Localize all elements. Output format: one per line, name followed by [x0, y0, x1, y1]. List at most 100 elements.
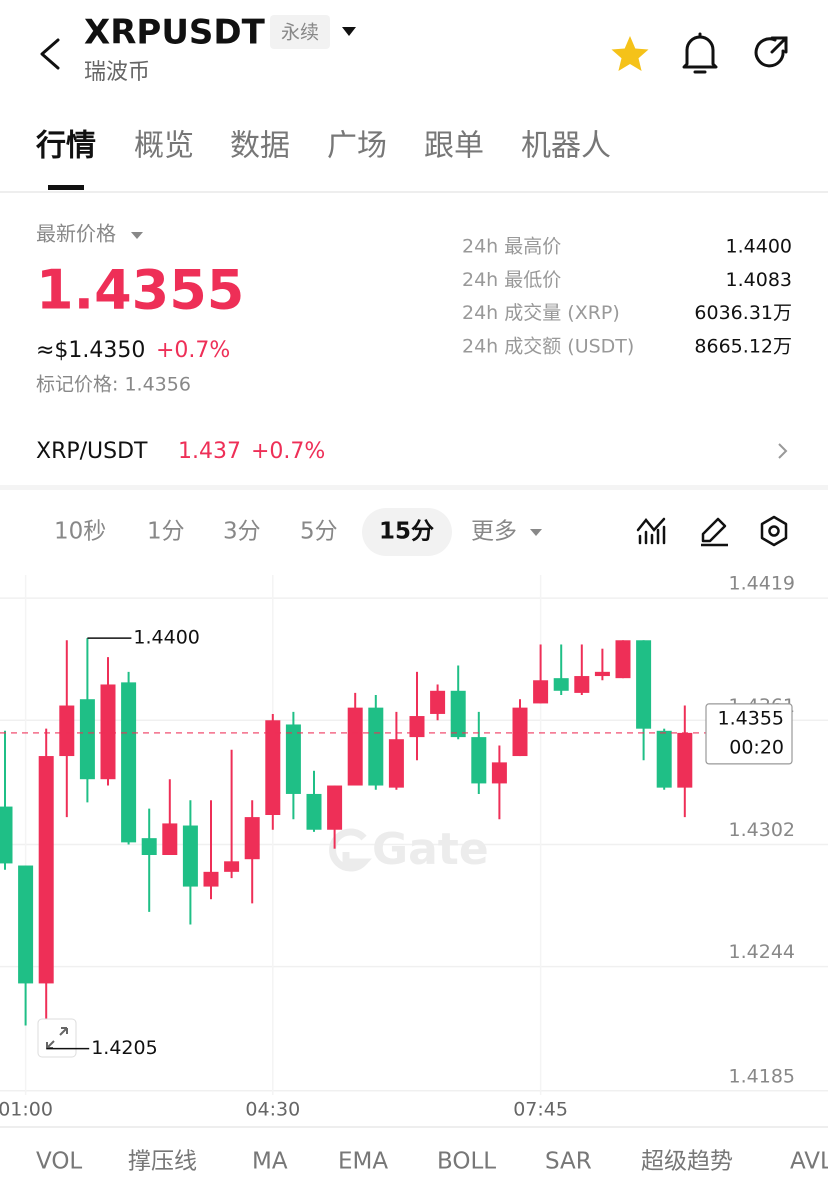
candle-body [368, 707, 384, 786]
y-tick-label: 1.4302 [729, 819, 795, 841]
y-tick-label: 1.4185 [729, 1065, 795, 1087]
candle-body [574, 676, 590, 693]
candle-body [430, 690, 446, 714]
tab[interactable]: 跟单 [424, 129, 484, 164]
favorite-star[interactable] [611, 36, 649, 71]
candle-body [656, 730, 672, 788]
tab[interactable]: 行情 [35, 129, 96, 164]
indicator-tab[interactable]: AVL [790, 1149, 828, 1175]
stat-value: 8665.12万 [694, 335, 792, 357]
candle-body [285, 724, 301, 794]
plot-area: Gate [0, 575, 828, 1095]
candle-body [553, 678, 569, 691]
candle-body [162, 823, 178, 855]
contract-badge: 永续 [281, 22, 319, 44]
candle-body [306, 793, 322, 830]
high-annotation: 1.4400 [133, 627, 199, 649]
interval[interactable]: 3分 [223, 519, 261, 545]
candle-body [327, 785, 343, 830]
candle-body [59, 705, 75, 757]
candle-body [636, 640, 652, 729]
candle-body [491, 762, 507, 784]
stat-label: 24h 最低价 [462, 269, 561, 291]
spot-price: 1.437 [178, 439, 241, 464]
candle-body [677, 732, 693, 788]
mark-price: 标记价格: 1.4356 [36, 374, 191, 396]
indicator-tab[interactable]: EMA [338, 1149, 388, 1175]
pair-subtitle: 瑞波币 [84, 60, 150, 85]
candle-body [388, 739, 404, 788]
tab[interactable]: 机器人 [521, 129, 611, 164]
y-tick-label: 1.4419 [729, 573, 795, 595]
candle-body [0, 806, 13, 864]
candle-body [18, 865, 34, 984]
stat-label: 24h 最高价 [462, 236, 561, 258]
tab[interactable]: 概览 [134, 129, 194, 164]
candle-body [38, 756, 54, 984]
low-annotation: 1.4205 [91, 1037, 157, 1059]
pair-dropdown[interactable] [342, 27, 356, 36]
price-label: 最新价格 [36, 222, 116, 246]
candle-body [100, 684, 116, 780]
spot-change: +0.7% [251, 439, 325, 464]
share-button[interactable] [754, 36, 788, 68]
candle-body [347, 707, 363, 786]
watermark-logo [329, 828, 372, 872]
x-tick-label: 07:45 [513, 1099, 568, 1121]
indicator-tab[interactable]: 超级趋势 [641, 1149, 733, 1175]
stat-label: 24h 成交额 (USDT) [462, 335, 634, 357]
interval[interactable]: 10秒 [54, 519, 106, 545]
indicator-tab[interactable]: VOL [36, 1149, 82, 1175]
candle-body [203, 871, 219, 887]
candle-body [224, 861, 240, 872]
stat-value: 1.4400 [726, 236, 792, 258]
settings-icon[interactable] [760, 515, 788, 547]
tab[interactable]: 数据 [230, 129, 290, 164]
price-change: +0.7% [156, 338, 230, 363]
y-tick-label: 1.4244 [729, 941, 795, 963]
indicator-tab[interactable]: SAR [545, 1149, 592, 1175]
back-button[interactable] [40, 38, 60, 70]
pair-title: XRPUSDT [84, 13, 266, 53]
price-tag: 1.4355 [718, 707, 784, 729]
candle-body [265, 720, 281, 815]
stat-value: 1.4083 [726, 269, 792, 291]
price-tag-box [705, 703, 793, 765]
interval[interactable]: 更多 [471, 519, 517, 545]
expand-button[interactable] [37, 1018, 77, 1058]
candle-body [141, 838, 157, 855]
candle-body [450, 690, 466, 738]
countdown: 00:20 [729, 736, 784, 758]
alert-bell[interactable] [682, 32, 718, 74]
candle-body [615, 640, 631, 679]
candle-body [182, 825, 198, 887]
interval[interactable]: 15分 [379, 519, 434, 545]
tab[interactable]: 广场 [327, 129, 387, 164]
price-dropdown[interactable] [131, 232, 143, 239]
indicator-icon[interactable] [636, 517, 666, 545]
badge-bg [270, 15, 330, 49]
candle-body [512, 707, 528, 757]
more-dropdown[interactable] [530, 529, 542, 536]
last-price: 1.4355 [36, 259, 244, 322]
spot-chevron[interactable] [778, 443, 788, 459]
candle-body [533, 680, 549, 704]
indicator-tab[interactable]: 撑压线 [128, 1149, 197, 1175]
candle-body [121, 682, 137, 843]
stat-value: 6036.31万 [694, 302, 792, 324]
interval[interactable]: 5分 [300, 519, 338, 545]
section-gap [0, 485, 828, 490]
spot-pair[interactable]: XRP/USDT [36, 439, 148, 464]
indicator-tab[interactable]: BOLL [437, 1149, 496, 1175]
candle-body [79, 699, 95, 780]
interval-active-bg [362, 508, 452, 556]
indicator-tab[interactable]: MA [252, 1149, 288, 1175]
usd-price: ≈$1.4350 [36, 338, 145, 363]
watermark: Gate [372, 824, 489, 875]
x-tick-label: 01:00 [0, 1099, 53, 1121]
candle-body [471, 737, 487, 784]
tab-underline [48, 185, 84, 190]
interval[interactable]: 1分 [147, 519, 185, 545]
draw-icon[interactable] [701, 517, 728, 547]
stat-label: 24h 成交量 (XRP) [462, 302, 620, 324]
